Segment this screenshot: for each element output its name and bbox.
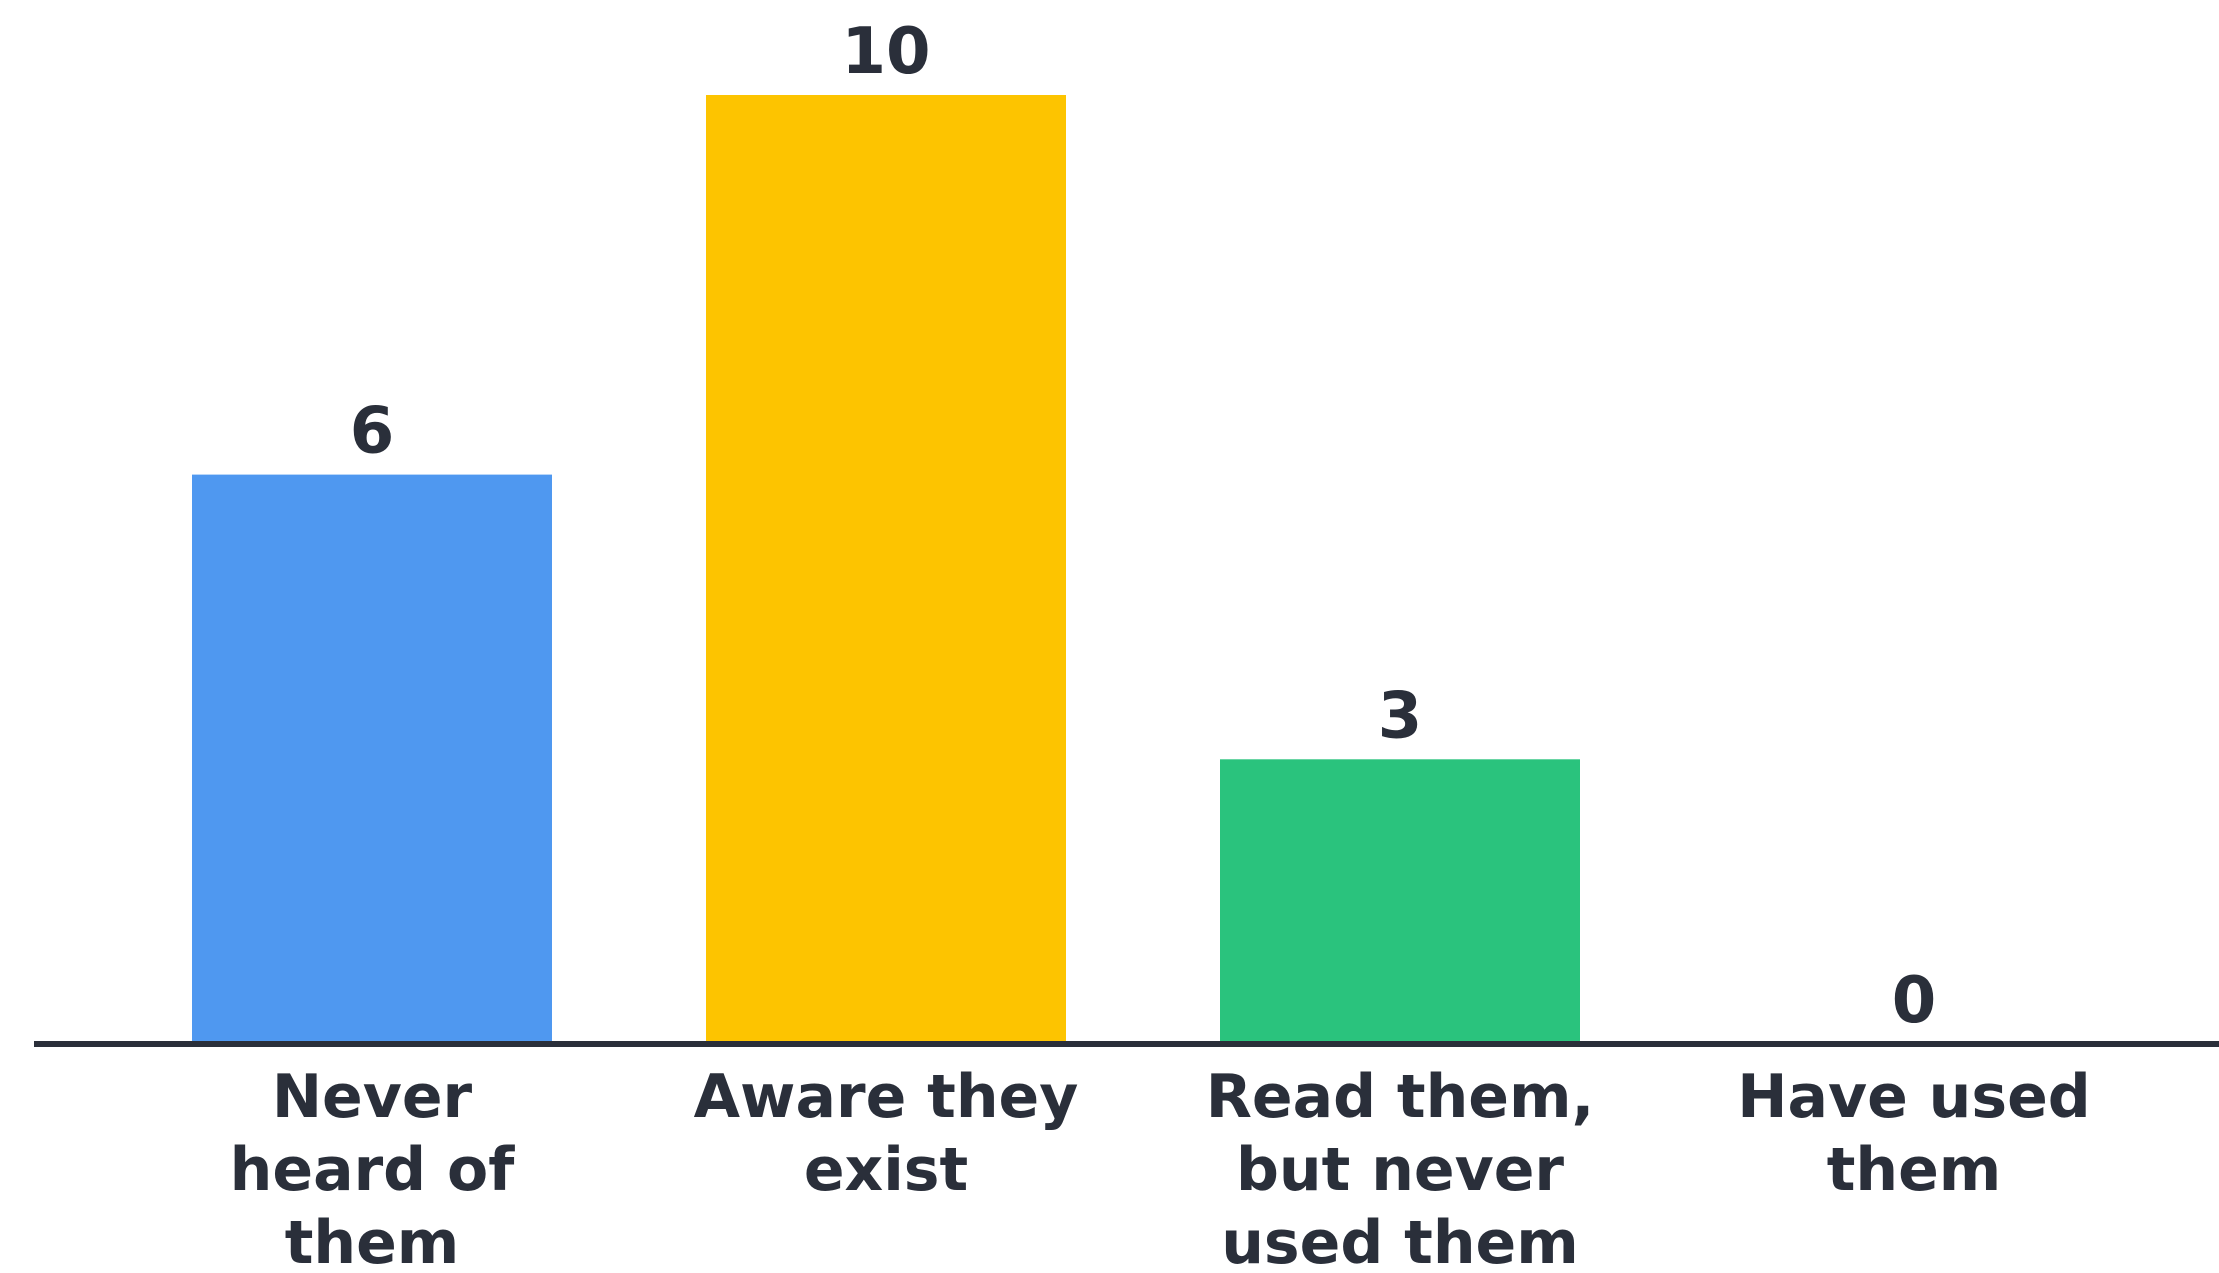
category-label-line: them — [285, 1208, 460, 1273]
category-label-line: used them — [1221, 1208, 1579, 1273]
bars-group — [192, 95, 1580, 1045]
bar-value-label-1: 6 — [350, 395, 395, 469]
bar-3 — [1220, 759, 1580, 1044]
category-label-line: but never — [1236, 1135, 1564, 1205]
bar-1 — [192, 474, 552, 1045]
category-label-2: Aware they exist — [694, 1062, 1079, 1205]
value-labels-group: 6 10 3 0 — [350, 15, 1937, 1038]
category-label-line: Never — [272, 1062, 473, 1132]
category-label-line: them — [1827, 1135, 2002, 1205]
category-label-line: Have used — [1737, 1062, 2090, 1132]
bar-value-label-2: 10 — [841, 15, 930, 89]
category-label-line: heard of — [230, 1135, 516, 1205]
bar-2 — [706, 95, 1066, 1044]
bar-value-label-3: 3 — [1378, 679, 1423, 753]
category-label-line: Aware they — [694, 1062, 1079, 1132]
category-label-line: Read them, — [1206, 1062, 1595, 1132]
category-label-3: Read them, but never used them — [1206, 1062, 1595, 1273]
category-label-line: exist — [804, 1135, 968, 1205]
category-label-4: Have used them — [1737, 1062, 2090, 1205]
category-label-1: Never heard of them — [230, 1062, 516, 1273]
bar-value-label-4: 0 — [1892, 964, 1937, 1038]
